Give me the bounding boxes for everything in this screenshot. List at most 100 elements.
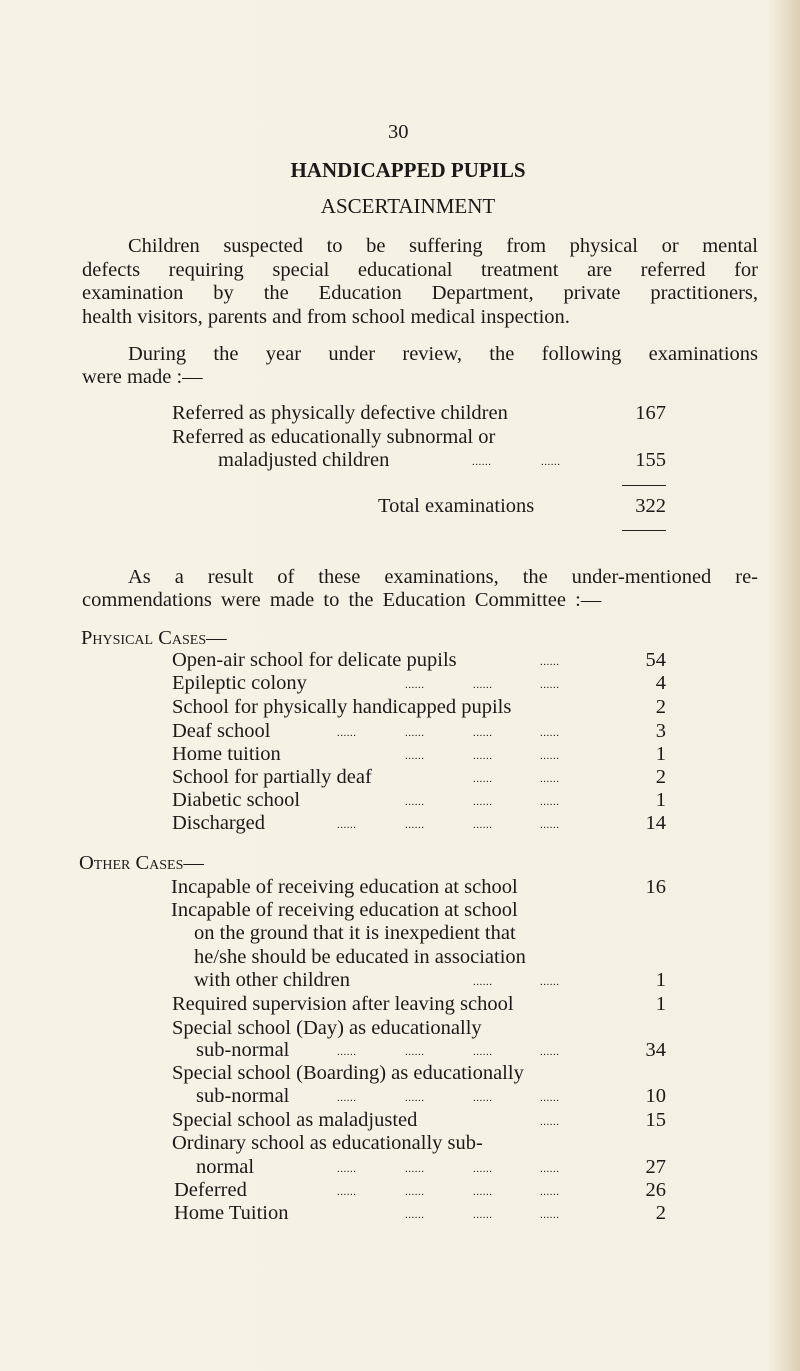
list-item-label: sub-normal (196, 1039, 290, 1061)
leader-dots: ...... (405, 1209, 425, 1221)
list-item-label: School for partially deaf (172, 766, 372, 788)
list-item-value: 4 (655, 672, 666, 694)
leader-dots: ...... (473, 819, 493, 831)
leader-dots: ...... (405, 1092, 425, 1104)
list-item-label: normal (196, 1156, 255, 1178)
leader-dots: ...... (540, 773, 560, 785)
leader-dots: ...... (405, 750, 425, 762)
list-item-label: Special school (Boarding) as educational… (172, 1062, 524, 1084)
result-line: As a result of these examinations, the u… (128, 566, 758, 588)
list-item-value: 1 (655, 789, 666, 811)
leader-dots: ...... (540, 1186, 560, 1198)
section-subtitle: ASCERTAINMENT (320, 194, 496, 218)
leader-dots: ...... (540, 727, 560, 739)
leader-dots: ...... (405, 1186, 425, 1198)
leader-dots: ...... (540, 976, 560, 988)
leader-dots: ...... (405, 1046, 425, 1058)
leader-dots: ...... (473, 1046, 493, 1058)
list-item-value: 1 (655, 743, 666, 765)
list-item-label: Special school as maladjusted (172, 1109, 418, 1131)
leader-dots: ...... (473, 773, 493, 785)
exam-row-value: 155 (635, 449, 666, 471)
leader-dots: ...... (541, 456, 561, 468)
leader-dots: ...... (473, 976, 493, 988)
list-item-value: 54 (645, 649, 667, 671)
leader-dots: ...... (540, 1046, 560, 1058)
list-item-value: 1 (655, 969, 666, 991)
list-item-value: 1 (655, 993, 666, 1015)
leader-dots: ...... (473, 727, 493, 739)
leader-dots: ...... (473, 1186, 493, 1198)
leader-dots: ...... (540, 819, 560, 831)
list-item-label: sub-normal (196, 1085, 290, 1107)
list-item-label: Open-air school for delicate pupils (172, 649, 457, 671)
leader-dots: ...... (473, 750, 493, 762)
page-number: 30 (388, 121, 409, 143)
leader-dots: ...... (405, 679, 425, 691)
list-item-value: 10 (645, 1085, 667, 1107)
intro-line: Children suspected to be suffering from … (128, 235, 758, 257)
exam-row-label: Referred as physically defective childre… (172, 402, 508, 424)
leader-dots: ...... (540, 1116, 560, 1128)
list-item-value: 2 (655, 696, 666, 718)
leader-dots: ...... (540, 796, 560, 808)
leader-dots: ...... (473, 796, 493, 808)
leader-dots: ...... (473, 1209, 493, 1221)
list-item-label: on the ground that it is inexpedient tha… (194, 922, 516, 944)
list-item-label: School for physically handicapped pupils (172, 696, 512, 718)
list-item-label: Incapable of receiving education at scho… (171, 899, 518, 921)
list-item-label: with other children (194, 969, 350, 991)
list-item-value: 15 (645, 1109, 667, 1131)
total-label: Total examinations (378, 495, 535, 517)
list-item-label: Discharged (172, 812, 265, 834)
during-line: were made :— (82, 366, 203, 388)
physical-cases-heading: Physical Cases— (81, 627, 227, 649)
page-title: HANDICAPPED PUPILS (290, 158, 526, 182)
leader-dots: ...... (337, 1163, 357, 1175)
leader-dots: ...... (540, 1209, 560, 1221)
leader-dots: ...... (473, 1092, 493, 1104)
list-item-label: Home Tuition (174, 1202, 289, 1224)
leader-dots: ...... (337, 727, 357, 739)
leader-dots: ...... (540, 1163, 560, 1175)
other-cases-heading: Other Cases— (79, 852, 204, 874)
list-item-label: Epileptic colony (172, 672, 307, 694)
during-line: During the year under review, the follow… (128, 343, 758, 365)
subtotal-rule (622, 485, 666, 486)
list-item-value: 2 (655, 1202, 666, 1224)
total-value: 322 (635, 495, 666, 517)
leader-dots: ...... (540, 679, 560, 691)
list-item-label: Required supervision after leaving schoo… (172, 993, 514, 1015)
leader-dots: ...... (337, 1092, 357, 1104)
exam-row-label: Referred as educationally subnormal or (172, 426, 496, 448)
list-item-label: he/she should be educated in association (194, 946, 526, 968)
leader-dots: ...... (405, 727, 425, 739)
leader-dots: ...... (473, 679, 493, 691)
exam-row-value: 167 (635, 402, 666, 424)
leader-dots: ...... (405, 819, 425, 831)
list-item-value: 26 (645, 1179, 667, 1201)
leader-dots: ...... (337, 819, 357, 831)
total-rule (622, 530, 666, 531)
list-item-value: 3 (655, 720, 666, 742)
intro-line: defects requiring special educational tr… (82, 259, 758, 281)
leader-dots: ...... (405, 796, 425, 808)
leader-dots: ...... (540, 1092, 560, 1104)
list-item-value: 14 (645, 812, 667, 834)
leader-dots: ...... (337, 1046, 357, 1058)
list-item-label: Special school (Day) as educationally (172, 1017, 482, 1039)
leader-dots: ...... (337, 1186, 357, 1198)
leader-dots: ...... (540, 656, 560, 668)
list-item-value: 2 (655, 766, 666, 788)
list-item-value: 27 (645, 1156, 667, 1178)
list-item-label: Deaf school (172, 720, 271, 742)
leader-dots: ...... (473, 1163, 493, 1175)
leader-dots: ...... (540, 750, 560, 762)
list-item-label: Diabetic school (172, 789, 301, 811)
intro-line: examination by the Education Department,… (82, 282, 758, 304)
list-item-label: Home tuition (172, 743, 281, 765)
result-line: commendations were made to the Education… (82, 589, 602, 611)
leader-dots: ...... (472, 456, 492, 468)
list-item-label: Deferred (174, 1179, 247, 1201)
leader-dots: ...... (405, 1163, 425, 1175)
